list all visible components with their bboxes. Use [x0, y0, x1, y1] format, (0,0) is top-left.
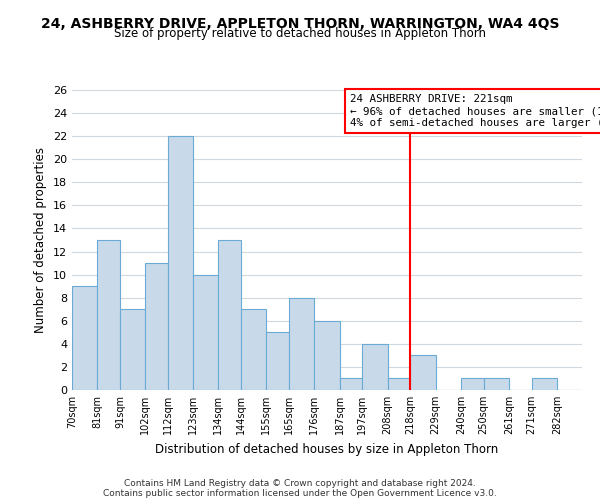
Bar: [388, 378, 410, 390]
Bar: [193, 274, 218, 390]
Bar: [484, 378, 509, 390]
Bar: [289, 298, 314, 390]
Bar: [362, 344, 388, 390]
Bar: [241, 309, 266, 390]
Bar: [461, 378, 484, 390]
Bar: [340, 378, 362, 390]
Text: 24 ASHBERRY DRIVE: 221sqm
← 96% of detached houses are smaller (118)
4% of semi-: 24 ASHBERRY DRIVE: 221sqm ← 96% of detac…: [350, 94, 600, 128]
Bar: [314, 321, 340, 390]
Bar: [266, 332, 289, 390]
Text: Contains HM Land Registry data © Crown copyright and database right 2024.: Contains HM Land Registry data © Crown c…: [124, 478, 476, 488]
Text: Size of property relative to detached houses in Appleton Thorn: Size of property relative to detached ho…: [114, 28, 486, 40]
Bar: [97, 240, 120, 390]
Bar: [120, 309, 145, 390]
Bar: [145, 263, 168, 390]
Bar: [410, 356, 436, 390]
Bar: [532, 378, 557, 390]
X-axis label: Distribution of detached houses by size in Appleton Thorn: Distribution of detached houses by size …: [155, 442, 499, 456]
Bar: [168, 136, 193, 390]
Text: Contains public sector information licensed under the Open Government Licence v3: Contains public sector information licen…: [103, 488, 497, 498]
Bar: [218, 240, 241, 390]
Y-axis label: Number of detached properties: Number of detached properties: [34, 147, 47, 333]
Text: 24, ASHBERRY DRIVE, APPLETON THORN, WARRINGTON, WA4 4QS: 24, ASHBERRY DRIVE, APPLETON THORN, WARR…: [41, 18, 559, 32]
Bar: [72, 286, 97, 390]
